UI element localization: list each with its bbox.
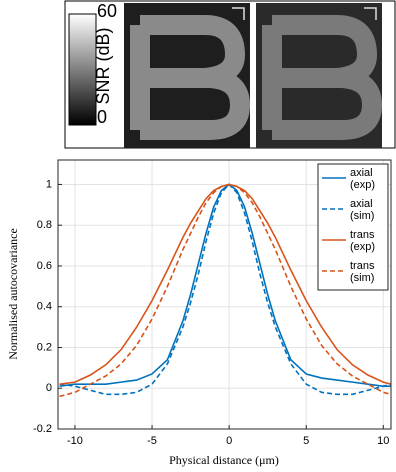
y-tick-label: 0.6 xyxy=(37,260,52,272)
x-tick-label: 0 xyxy=(226,435,232,447)
colorbar-label: SNR (dB) xyxy=(93,27,113,104)
x-tick-label: 5 xyxy=(303,435,309,447)
y-tick-label: 1 xyxy=(46,178,52,190)
y-tick-label: 0 xyxy=(46,382,52,394)
figure: 60 0 SNR (dB) Physical distance (μm) Nor… xyxy=(0,0,396,472)
legend-label: trans (sim) xyxy=(350,260,384,284)
x-tick-label: -10 xyxy=(67,435,83,447)
colorbar-max: 60 xyxy=(97,1,117,21)
speckle-image xyxy=(256,3,382,148)
y-tick-label: -0.2 xyxy=(33,423,52,435)
speckle-image xyxy=(124,3,250,148)
y-tick-label: 0.8 xyxy=(37,219,52,231)
legend-label: trans (exp) xyxy=(350,229,384,253)
x-tick-label: -5 xyxy=(147,435,157,447)
y-tick-label: 0.4 xyxy=(37,301,52,313)
y-axis-label: Normalised autocovariance xyxy=(6,228,20,360)
legend-label: axial (sim) xyxy=(350,198,384,222)
page: 60 0 SNR (dB) Physical distance (μm) Nor… xyxy=(0,0,396,472)
x-tick-label: 10 xyxy=(377,435,389,447)
y-tick-label: 0.2 xyxy=(37,341,52,353)
x-axis-label: Physical distance (μm) xyxy=(169,453,279,467)
colorbar-min: 0 xyxy=(97,107,107,127)
legend-label: axial (exp) xyxy=(350,167,384,191)
